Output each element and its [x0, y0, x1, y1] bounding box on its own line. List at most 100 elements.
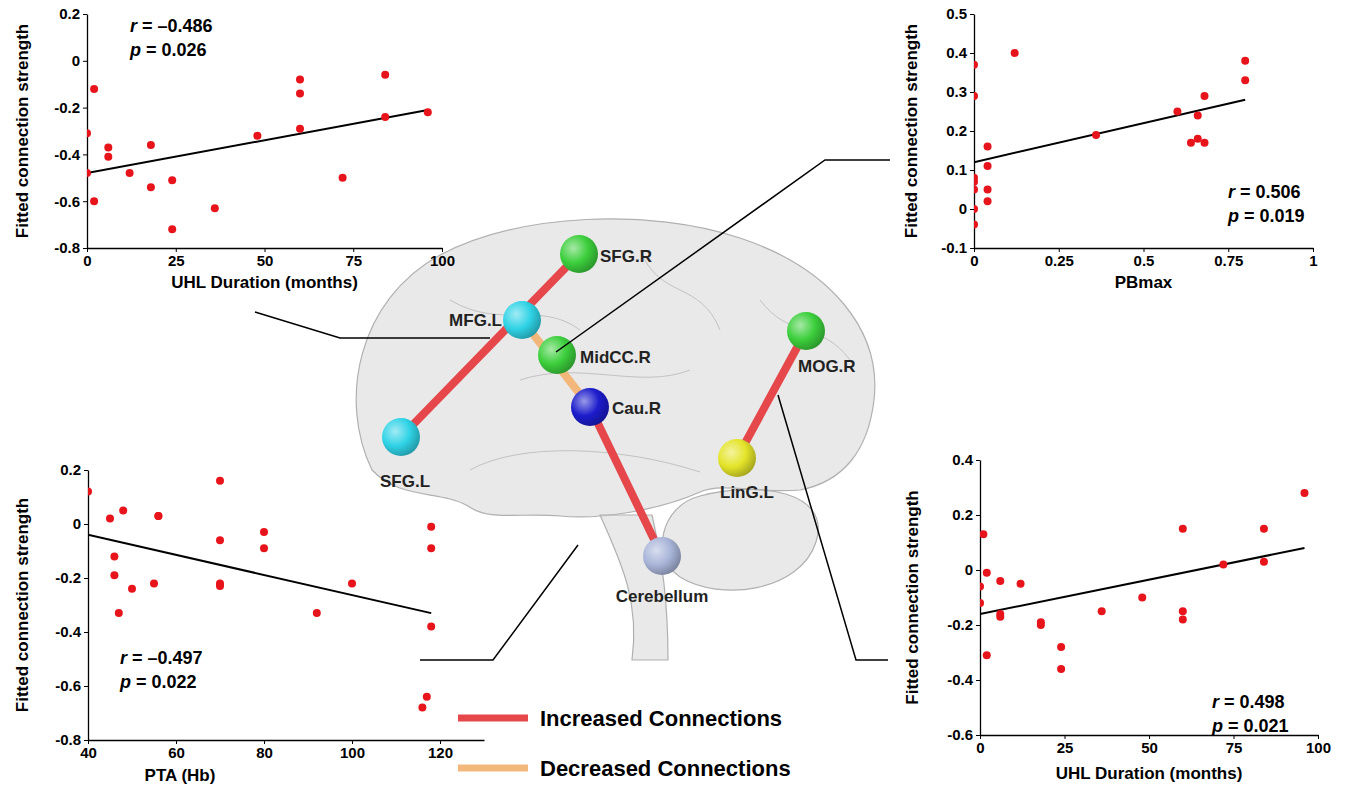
fit-line: [88, 535, 431, 613]
tick-label: 0: [73, 515, 81, 532]
data-point: [88, 488, 92, 496]
tick: 0.1: [946, 161, 974, 178]
y-axis: -0.8-0.6-0.4-0.200.2: [54, 5, 87, 256]
node: [643, 537, 681, 575]
tick: -0.4: [55, 623, 88, 640]
node: [503, 301, 541, 339]
x-axis: 406080100120: [80, 740, 484, 761]
tick: 0.2: [60, 461, 88, 478]
tick: 100: [340, 740, 365, 761]
data-point: [1017, 580, 1025, 588]
y-axis: -0.100.10.20.30.40.5: [941, 5, 974, 256]
data-point: [168, 225, 176, 233]
data-point: [1173, 108, 1181, 116]
y-axis: -0.8-0.6-0.4-0.200.2: [55, 461, 88, 748]
tick: 0: [976, 735, 984, 756]
tick-label: 0: [970, 252, 978, 269]
node-label: MOG.R: [798, 357, 856, 376]
tick-label: 0: [976, 739, 984, 756]
node-label: LinG.L: [720, 483, 774, 502]
data-point: [296, 125, 304, 133]
tick-mark: [83, 154, 87, 155]
data-point: [147, 183, 155, 191]
tick-mark: [83, 248, 87, 249]
data-point: [147, 141, 155, 149]
data-point: [1011, 49, 1019, 57]
tick-mark: [976, 680, 980, 681]
tick-mark: [84, 578, 88, 579]
tick-label: 0.1: [946, 161, 967, 178]
tick: 0: [73, 515, 88, 532]
node: [382, 418, 420, 456]
tick: 25: [168, 248, 185, 269]
tick: -0.2: [54, 99, 87, 116]
node-label: Cau.R: [612, 399, 661, 418]
data-point: [1300, 489, 1308, 497]
figure: SFG.RMFG.LMidCC.RCau.RSFG.LCerebellumMOG…: [0, 0, 1357, 790]
data-point: [418, 704, 426, 712]
tick-label: 0.2: [59, 5, 80, 22]
data-point: [90, 85, 98, 93]
data-point: [1098, 607, 1106, 615]
tick-mark: [970, 170, 974, 171]
legend-label: Increased Connections: [540, 706, 782, 731]
tick-mark: [84, 740, 88, 741]
legend-label: Decreased Connections: [540, 756, 791, 781]
tick-label: -0.4: [947, 671, 974, 688]
scatter-panel: 0255075100-0.6-0.4-0.200.20.4UHL Duratio…: [903, 451, 1332, 783]
tick-label: -0.1: [941, 239, 967, 256]
connection: [401, 254, 579, 437]
stat-annotation: p = 0.022: [119, 672, 197, 692]
tick-mark: [976, 515, 980, 516]
tick-label: 25: [1057, 739, 1074, 756]
axis-line: [974, 15, 975, 249]
tick: -0.6: [947, 726, 980, 743]
node: [787, 312, 825, 350]
data-point: [427, 544, 435, 552]
data-point: [427, 623, 435, 631]
tick-label: 60: [168, 744, 185, 761]
tick: 0.4: [952, 451, 980, 468]
tick: -0.8: [54, 239, 87, 256]
tick-mark: [84, 632, 88, 633]
tick: 50: [257, 248, 274, 269]
brain-gyrus: [760, 300, 850, 360]
tick-label: 0.5: [946, 5, 967, 22]
tick-label: 0.4: [952, 451, 974, 468]
data-point: [87, 169, 91, 177]
brain-gyrus: [470, 451, 700, 472]
data-point: [128, 585, 136, 593]
stat-annotation: p = 0.019: [1227, 206, 1305, 226]
brain: [356, 219, 875, 660]
stat-annotation: p = 0.026: [129, 40, 207, 60]
tick: 75: [345, 248, 362, 269]
data-point: [150, 579, 158, 587]
data-point: [168, 176, 176, 184]
data-point: [980, 599, 984, 607]
tick: 0: [83, 248, 91, 269]
tick: 50: [1141, 735, 1158, 756]
data-point: [381, 113, 389, 121]
data-point: [260, 544, 268, 552]
tick: -0.2: [947, 616, 980, 633]
data-point: [1092, 131, 1100, 139]
node-label: SFG.L: [380, 472, 430, 491]
scatter-panel: 00.250.50.751-0.100.10.20.30.40.5PBmaxFi…: [902, 5, 1318, 292]
data-point: [110, 552, 118, 560]
node: [560, 235, 598, 273]
x-axis-title: PBmax: [1115, 273, 1173, 292]
tick-label: 100: [1306, 739, 1331, 756]
data-point: [1037, 621, 1045, 629]
tick: -0.4: [947, 671, 980, 688]
data-point: [996, 613, 1004, 621]
x-axis: 0255075100: [83, 248, 455, 269]
tick-label: 1: [1309, 252, 1317, 269]
fit-line: [87, 110, 428, 173]
tick-label: 0.2: [946, 122, 967, 139]
data-point: [1219, 561, 1227, 569]
stat-annotation: r = –0.497: [120, 648, 203, 668]
scatter-panel: 406080100120-0.8-0.6-0.4-0.200.2PTA (Hb)…: [13, 461, 485, 785]
tick-mark: [84, 686, 88, 687]
brain-outline: [663, 489, 819, 590]
leader-line: [255, 312, 490, 338]
